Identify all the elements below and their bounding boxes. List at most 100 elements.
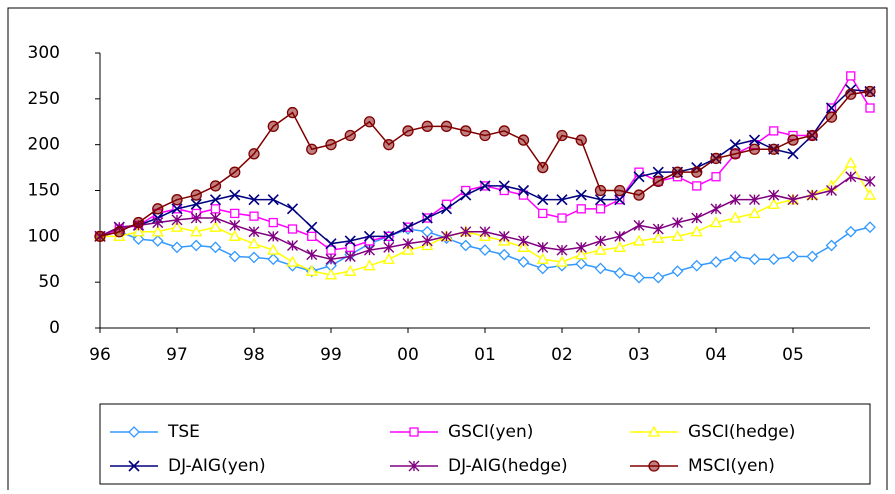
marker [825, 102, 838, 114]
marker [307, 231, 317, 241]
marker [287, 224, 298, 234]
marker [845, 88, 857, 100]
marker [769, 126, 779, 136]
marker [729, 194, 741, 206]
marker [575, 248, 588, 260]
x-tick-label: 97 [166, 345, 188, 365]
marker [748, 134, 761, 146]
x-tick-label: 00 [397, 345, 419, 365]
legend-label: MSCI(yen) [688, 456, 775, 476]
marker [190, 212, 202, 224]
marker [845, 171, 857, 183]
marker [152, 203, 164, 215]
marker [614, 230, 626, 242]
marker [210, 204, 221, 214]
marker [614, 184, 626, 197]
marker [306, 249, 318, 261]
marker [556, 244, 568, 256]
legend-label: GSCI(hedge) [688, 422, 795, 442]
marker [652, 271, 665, 284]
marker [479, 129, 491, 142]
marker [498, 125, 510, 137]
marker [383, 241, 395, 253]
marker [383, 230, 395, 242]
marker [171, 214, 183, 226]
marker [209, 180, 222, 192]
marker [268, 217, 278, 228]
y-tick-label: 250 [28, 89, 60, 109]
marker [517, 134, 530, 146]
marker [767, 253, 780, 266]
marker [647, 425, 661, 437]
marker [826, 185, 837, 196]
marker [344, 235, 356, 247]
marker [324, 268, 338, 280]
x-tick-label: 96 [89, 345, 111, 365]
marker [710, 203, 722, 215]
marker [633, 271, 645, 284]
marker [518, 235, 529, 247]
marker [229, 166, 241, 178]
legend-label: DJ-AIG(yen) [168, 456, 266, 476]
marker [864, 221, 876, 234]
marker [440, 120, 453, 132]
marker [325, 253, 337, 265]
legend-label: TSE [167, 422, 200, 442]
marker [440, 203, 453, 215]
marker [132, 216, 145, 229]
marker [286, 106, 299, 119]
marker [575, 241, 587, 253]
marker [557, 213, 567, 223]
marker [710, 152, 722, 165]
marker [151, 225, 164, 237]
marker [344, 251, 356, 262]
marker [576, 204, 586, 214]
marker [230, 208, 240, 219]
marker [210, 212, 221, 224]
marker [594, 194, 607, 206]
marker [768, 189, 780, 201]
marker [498, 180, 510, 192]
marker [767, 197, 780, 209]
marker [229, 189, 241, 201]
marker [325, 238, 337, 250]
marker [672, 217, 683, 229]
marker [401, 243, 415, 255]
marker [421, 235, 433, 247]
marker [151, 234, 164, 247]
marker [152, 217, 164, 229]
marker [421, 225, 434, 238]
marker [844, 156, 857, 168]
x-tick-label: 99 [320, 345, 342, 365]
marker [787, 134, 799, 146]
marker [421, 120, 433, 132]
marker [825, 111, 838, 123]
marker [363, 230, 376, 242]
marker [171, 241, 183, 254]
marker [402, 238, 414, 250]
marker [479, 180, 491, 192]
marker [537, 241, 549, 253]
marker [287, 240, 298, 251]
marker [383, 139, 395, 151]
marker [806, 129, 818, 142]
marker [709, 216, 723, 228]
marker [441, 230, 452, 242]
marker [632, 234, 646, 246]
marker [248, 251, 260, 264]
marker [594, 184, 607, 197]
marker [286, 203, 299, 215]
marker [652, 231, 665, 243]
marker [729, 211, 742, 223]
marker [691, 166, 703, 178]
y-tick-label: 100 [28, 226, 60, 246]
marker [517, 256, 530, 268]
marker [267, 243, 280, 255]
marker [787, 194, 799, 206]
marker [748, 253, 761, 266]
marker [729, 148, 741, 160]
marker [575, 189, 587, 201]
marker [267, 120, 279, 132]
marker [711, 172, 721, 182]
